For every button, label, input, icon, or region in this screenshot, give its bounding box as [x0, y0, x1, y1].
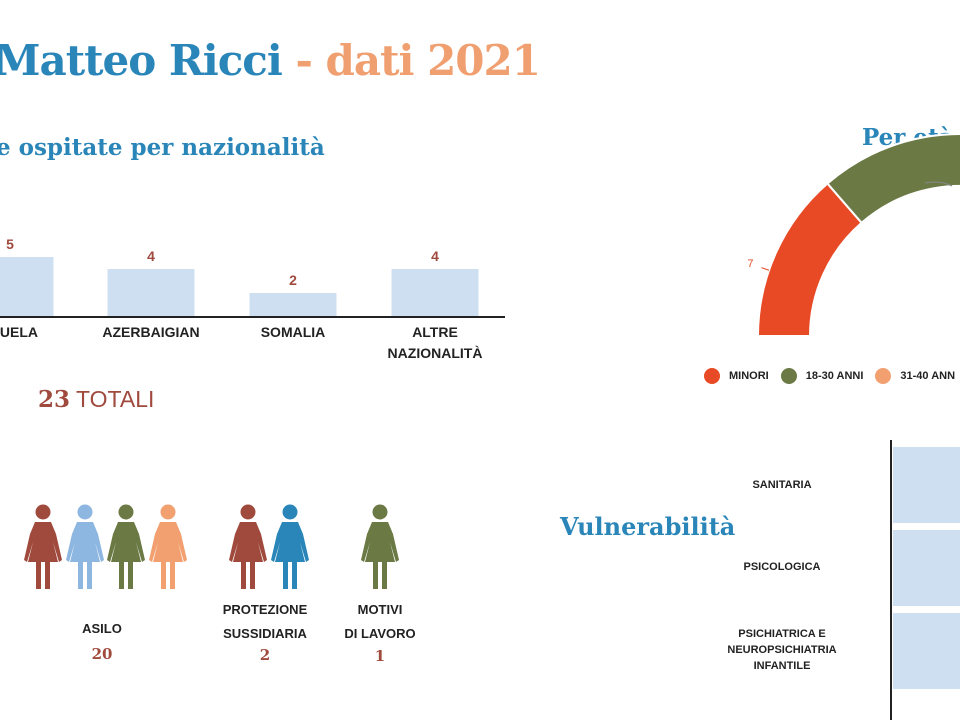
nationality-chart-title: e ospitate per nazionalità — [0, 134, 325, 161]
age-legend: MINORI 18-30 ANNI 31-40 ANN — [704, 368, 960, 384]
woman-icon-leg — [161, 562, 166, 589]
woman-icon-head — [240, 504, 256, 520]
vulnerability-category-label: SANITARIA — [752, 479, 812, 491]
age-donut — [756, 133, 960, 337]
age-slice-leader — [924, 181, 953, 187]
total-label: TOTALI — [70, 386, 155, 412]
age-legend-item: MINORI — [704, 368, 769, 384]
woman-icon-leg — [283, 562, 288, 589]
title-separator: - — [281, 36, 326, 85]
title-year: dati 2021 — [325, 36, 541, 85]
woman-icon — [149, 504, 187, 589]
woman-icon — [361, 504, 399, 589]
woman-icon — [271, 504, 309, 589]
age-legend-item: 31-40 ANN — [875, 368, 955, 384]
vulnerability-bar — [893, 530, 960, 606]
woman-icon-body — [66, 522, 104, 562]
title-name: Matteo Ricci — [0, 36, 283, 85]
nationality-category-label: EZUELA — [0, 324, 38, 340]
nationality-category-label: SOMALIA — [260, 324, 326, 340]
woman-icon-body — [24, 522, 62, 562]
nationality-bar-value: 2 — [289, 272, 297, 288]
woman-icon-body — [271, 522, 309, 562]
permit-people-icons — [24, 504, 399, 589]
permit-label: ASILO — [82, 621, 122, 636]
age-legend-item: 18-30 ANNI — [780, 368, 864, 384]
permit-value: 1 — [374, 647, 386, 665]
woman-icon-leg — [128, 562, 133, 589]
woman-icon-head — [35, 504, 51, 520]
nationality-bar — [0, 257, 54, 317]
permit-label: MOTIVI DI LAVORO — [344, 602, 416, 641]
nationality-bar — [391, 269, 479, 317]
total-number: 23 — [38, 386, 71, 413]
age-legend-label: MINORI — [729, 370, 769, 382]
nationality-bar — [107, 269, 195, 317]
permit-value: 20 — [91, 645, 113, 663]
woman-icon-leg — [170, 562, 175, 589]
woman-icon-leg — [119, 562, 124, 589]
woman-icon-body — [149, 522, 187, 562]
woman-icon-leg — [36, 562, 41, 589]
woman-icon-body — [361, 522, 399, 562]
woman-icon-head — [282, 504, 298, 520]
age-slice-18-30 — [826, 133, 960, 225]
vulnerability-category-label: PSICOLOGICA — [743, 561, 821, 573]
age-legend-label: 31-40 ANN — [900, 370, 956, 382]
woman-icon-leg — [292, 562, 297, 589]
total-count: 23 TOTALI — [38, 386, 154, 413]
age-legend-label: 18-30 ANNI — [805, 370, 864, 382]
woman-icon-leg — [241, 562, 246, 589]
nationality-category-label: ALTRE NAZIONALITÀ — [387, 324, 483, 361]
nationality-category-label: AZERBAIGIAN — [102, 324, 200, 340]
permit-label: PROTEZIONE SUSSIDIARIA — [222, 602, 308, 641]
legend-dot-icon — [875, 368, 892, 384]
vulnerability-bar — [893, 613, 960, 689]
nationality-bars — [0, 257, 479, 317]
woman-icon-leg — [78, 562, 83, 589]
permit-value: 2 — [259, 646, 271, 664]
woman-icon — [229, 504, 267, 589]
woman-icon-head — [118, 504, 134, 520]
woman-icon-leg — [382, 562, 387, 589]
legend-dot-icon — [704, 368, 720, 384]
woman-icon-head — [77, 504, 93, 520]
age-slice-value: 7 — [747, 257, 754, 270]
woman-icon-leg — [87, 562, 92, 589]
vulnerability-bar — [893, 447, 960, 523]
woman-icon-head — [372, 504, 388, 520]
woman-icon — [66, 504, 104, 589]
woman-icon-head — [160, 504, 176, 520]
woman-icon-body — [229, 522, 267, 562]
nationality-bar-value: 4 — [147, 248, 155, 264]
nationality-bar-value: 5 — [6, 236, 14, 252]
vulnerability-chart-title: Vulnerabilità — [560, 512, 736, 541]
woman-icon-body — [107, 522, 145, 562]
woman-icon-leg — [45, 562, 50, 589]
woman-icon-leg — [250, 562, 255, 589]
age-slice-leader — [761, 267, 770, 271]
vulnerability-category-label: PSICHIATRICA E NEUROPSICHIATRIA INFANTILE — [727, 628, 837, 672]
page-title: Matteo Ricci - dati 2021 — [0, 36, 541, 85]
nationality-bar-value: 4 — [431, 248, 439, 264]
woman-icon — [24, 504, 62, 589]
vulnerability-bars — [893, 447, 960, 689]
legend-dot-icon — [780, 368, 797, 384]
nationality-bar — [249, 293, 337, 317]
woman-icon-leg — [373, 562, 378, 589]
woman-icon — [107, 504, 145, 589]
